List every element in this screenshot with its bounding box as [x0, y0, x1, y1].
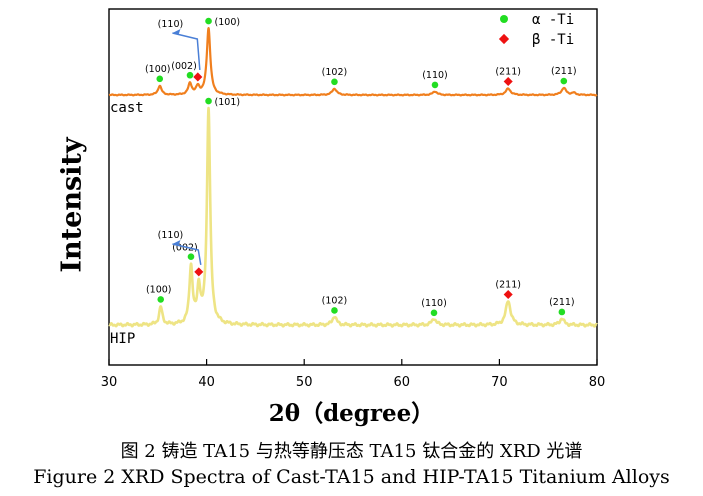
annotation-arrowhead-cast	[172, 29, 181, 35]
alpha-marker-hip-7	[558, 308, 566, 316]
alpha-marker-hip-3	[205, 97, 212, 105]
x-tick-label-3: 60	[394, 375, 411, 390]
plot-frame	[108, 8, 598, 366]
peak-label-cast-7: (211)	[551, 66, 577, 77]
beta-marker-cast-2	[193, 72, 203, 82]
alpha-marker-hip-1	[187, 253, 195, 260]
peak-label-cast-1: (002)	[171, 61, 197, 72]
legend-label-0: α -Ti	[532, 12, 574, 28]
peak-label-hip-5: (110)	[421, 298, 447, 309]
alpha-marker-cast-7	[560, 77, 568, 85]
peak-label-cast-0: (100)	[145, 64, 171, 75]
peak-label-hip-0: (100)	[146, 284, 172, 295]
alpha-marker-hip-5	[430, 309, 438, 317]
series-line-hip	[107, 106, 599, 328]
y-axis-label: Intensity	[56, 137, 88, 273]
beta-marker-hip-2	[194, 267, 204, 277]
peak-label-cast-6: (211)	[495, 67, 521, 78]
annotation-arrowhead-hip	[172, 240, 181, 246]
peak-label-hip-3: (101)	[215, 97, 241, 108]
peak-label-hip-6: (211)	[495, 279, 521, 290]
alpha-marker-hip-4	[331, 307, 338, 314]
caption-english: Figure 2 XRD Spectra of Cast-TA15 and HI…	[33, 466, 670, 488]
curve-label-cast: cast	[110, 100, 144, 116]
peak-label-hip-4: (102)	[322, 295, 348, 306]
x-axis-label: 2θ（degree）	[268, 400, 435, 427]
xrd-chart: 30 40 50 60 70 80 cast (100) (002) (100) (102) (110…	[52, 8, 606, 427]
x-tick-label-2: 50	[296, 375, 313, 390]
series-line-cast	[108, 27, 598, 97]
peak-label-hip-7: (211)	[549, 297, 575, 308]
annotation-label-hip: (110)	[158, 230, 184, 241]
alpha-marker-cast-1	[186, 71, 194, 79]
alpha-marker-hip-0	[157, 296, 165, 303]
x-tick-label-5: 80	[589, 375, 606, 390]
legend-label-1: β -Ti	[532, 32, 574, 48]
curve-label-hip: HIP	[110, 331, 135, 347]
beta-marker-hip-6	[503, 289, 513, 300]
alpha-marker-cast-5	[431, 81, 439, 89]
peak-label-cast-3: (100)	[215, 17, 241, 28]
y-axis-label-box: Intensity	[52, 137, 92, 272]
caption-chinese: 图 2 铸造 TA15 与热等静压态 TA15 钛合金的 XRD 光谱	[120, 441, 583, 462]
annotation-label-cast: (110)	[158, 19, 184, 30]
legend-marker-beta	[498, 33, 510, 45]
x-tick-label-4: 70	[491, 375, 508, 390]
beta-marker-cast-6	[503, 76, 513, 87]
peak-label-hip-1: (002)	[172, 243, 198, 254]
alpha-marker-cast-4	[331, 78, 338, 86]
alpha-marker-cast-0	[156, 75, 164, 83]
peak-label-cast-4: (102)	[322, 67, 348, 78]
x-tick-label-1: 40	[198, 375, 215, 390]
annotation-arrow-hip	[172, 243, 202, 265]
legend-marker-alpha	[500, 15, 508, 23]
x-tick-label-0: 30	[101, 375, 118, 390]
peak-label-cast-5: (110)	[422, 70, 448, 81]
annotation-arrow-cast	[172, 32, 201, 71]
alpha-marker-cast-3	[205, 17, 212, 25]
